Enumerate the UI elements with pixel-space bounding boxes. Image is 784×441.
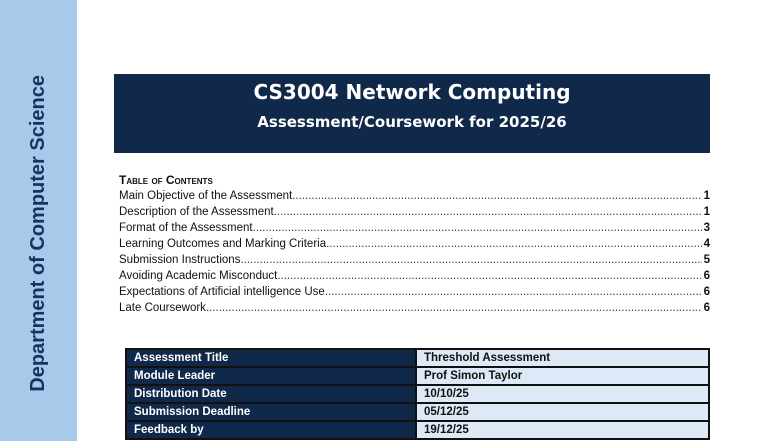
toc-entry-label: Late Coursework <box>119 302 206 314</box>
toc-leader-dots <box>206 300 702 316</box>
toc-entry[interactable]: Late Coursework 6 <box>119 300 710 316</box>
table-row: Module Leader Prof Simon Taylor <box>125 366 710 386</box>
table-row: Assessment Title Threshold Assessment <box>125 348 710 368</box>
toc-entry-page: 1 <box>703 190 710 202</box>
toc-entry-label: Expectations of Artificial intelligence … <box>119 286 325 298</box>
info-value: 05/12/25 <box>415 402 710 422</box>
toc-entry[interactable]: Learning Outcomes and Marking Criteria 4 <box>119 236 710 252</box>
info-key: Assessment Title <box>125 348 417 368</box>
toc-leader-dots <box>240 252 701 268</box>
toc-entry-label: Format of the Assessment <box>119 222 253 234</box>
info-key: Distribution Date <box>125 384 417 404</box>
info-value: Threshold Assessment <box>415 348 710 368</box>
table-of-contents: Table of Contents Main Objective of the … <box>119 173 710 316</box>
toc-entry[interactable]: Submission Instructions 5 <box>119 252 710 268</box>
info-key: Feedback by <box>125 420 417 440</box>
toc-entry-page: 6 <box>703 270 710 282</box>
toc-entry-label: Description of the Assessment <box>119 206 274 218</box>
toc-heading: Table of Contents <box>119 173 213 187</box>
toc-leader-dots <box>274 204 702 220</box>
toc-leader-dots <box>326 236 701 252</box>
toc-entry[interactable]: Expectations of Artificial intelligence … <box>119 284 710 300</box>
info-value: Prof Simon Taylor <box>415 366 710 386</box>
info-key: Module Leader <box>125 366 417 386</box>
toc-entry[interactable]: Main Objective of the Assessment 1 <box>119 188 710 204</box>
page-title: CS3004 Network Computing <box>253 80 571 104</box>
toc-entry[interactable]: Avoiding Academic Misconduct 6 <box>119 268 710 284</box>
table-row: Submission Deadline 05/12/25 <box>125 402 710 422</box>
toc-entry-label: Avoiding Academic Misconduct <box>119 270 278 282</box>
toc-entry-page: 1 <box>703 206 710 218</box>
toc-leader-dots <box>253 220 702 236</box>
toc-entry-page: 3 <box>703 222 710 234</box>
title-banner: CS3004 Network Computing Assessment/Cour… <box>114 74 710 153</box>
toc-entry-label: Learning Outcomes and Marking Criteria <box>119 238 327 250</box>
table-row: Distribution Date 10/10/25 <box>125 384 710 404</box>
toc-entry-page: 4 <box>703 238 710 250</box>
info-value: 10/10/25 <box>415 384 710 404</box>
department-label: Department of Computer Science <box>27 75 49 392</box>
table-row: Feedback by 19/12/25 <box>125 420 710 440</box>
assessment-info-table: Assessment Title Threshold Assessment Modu… <box>125 348 710 440</box>
info-key: Submission Deadline <box>125 402 417 422</box>
info-value: 19/12/25 <box>415 420 710 440</box>
toc-entry-page: 6 <box>703 302 710 314</box>
toc-entry-page: 5 <box>703 254 710 266</box>
toc-leader-dots <box>277 268 701 284</box>
toc-entry-label: Main Objective of the Assessment <box>119 190 293 202</box>
toc-leader-dots <box>292 188 701 204</box>
toc-entry-page: 6 <box>703 286 710 298</box>
toc-entry-label: Submission Instructions <box>119 254 241 266</box>
toc-entry[interactable]: Description of the Assessment 1 <box>119 204 710 220</box>
toc-entry[interactable]: Format of the Assessment 3 <box>119 220 710 236</box>
page-subtitle: Assessment/Coursework for 2025/26 <box>257 113 567 131</box>
toc-leader-dots <box>325 284 702 300</box>
department-sidebar: Department of Computer Science <box>0 0 77 441</box>
